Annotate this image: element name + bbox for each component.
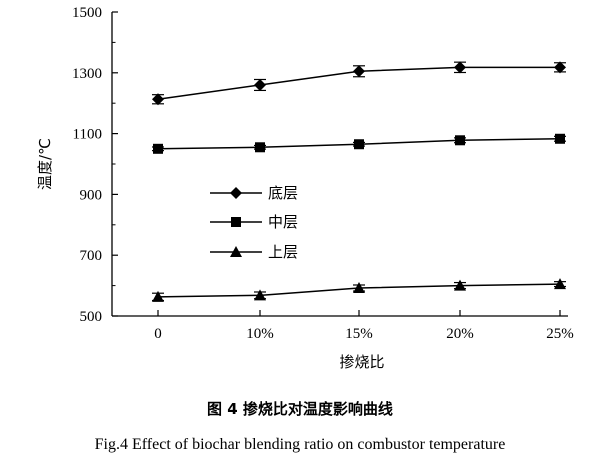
- y-tick-label: 1300: [72, 66, 102, 82]
- legend-item-1: 底层: [210, 184, 298, 202]
- data-point: [353, 65, 365, 78]
- y-tick-label: 1500: [72, 5, 102, 21]
- data-point: [554, 61, 566, 74]
- data-point: [554, 278, 566, 290]
- data-point: [153, 143, 163, 154]
- data-point: [254, 289, 266, 301]
- legend-item-2: 中层: [210, 213, 298, 231]
- x-tick-label: 10%: [246, 326, 274, 342]
- x-tick-label: 20%: [446, 326, 474, 342]
- data-point: [555, 133, 565, 144]
- y-tick-label: 900: [80, 187, 103, 203]
- x-axis-ticks: 0 10% 15% 20% 25%: [154, 310, 574, 342]
- series-2: [152, 133, 566, 154]
- y-tick-label: 1100: [73, 127, 102, 143]
- data-point: [454, 61, 466, 74]
- data-point: [152, 290, 164, 302]
- series-1: [152, 61, 566, 106]
- figure-caption-english: Fig.4 Effect of biochar blending ratio o…: [94, 436, 506, 453]
- legend-item-3: 上层: [210, 243, 298, 261]
- legend-label: 底层: [268, 184, 298, 202]
- data-point: [255, 142, 265, 153]
- series-3: [152, 278, 566, 302]
- legend-marker: [230, 187, 242, 199]
- x-tick-label: 0: [154, 326, 162, 342]
- legend-marker: [231, 217, 241, 227]
- data-point: [454, 279, 466, 291]
- legend-marker: [230, 246, 242, 257]
- data-point: [254, 78, 266, 91]
- x-axis-title: 掺烧比: [339, 353, 384, 371]
- data-point: [455, 135, 465, 146]
- legend-label: 中层: [268, 213, 298, 231]
- figure-caption-chinese: 图 4 掺烧比对温度影响曲线: [207, 400, 393, 418]
- series-group: [152, 61, 566, 302]
- y-axis-title: 温度/℃: [36, 138, 54, 190]
- legend-label: 上层: [268, 243, 298, 261]
- line-chart: 500 700 900 1100 1300 1500 0 10% 15% 20% 25% 底层中层…: [36, 5, 574, 371]
- data-point: [353, 282, 365, 294]
- data-point: [152, 93, 164, 106]
- x-tick-label: 15%: [345, 326, 373, 342]
- y-tick-label: 700: [80, 248, 103, 264]
- y-tick-label: 500: [80, 309, 103, 325]
- y-axis-ticks: 500 700 900 1100 1300 1500: [72, 5, 118, 325]
- data-point: [354, 139, 364, 150]
- x-tick-label: 25%: [546, 326, 574, 342]
- axes: [111, 12, 568, 317]
